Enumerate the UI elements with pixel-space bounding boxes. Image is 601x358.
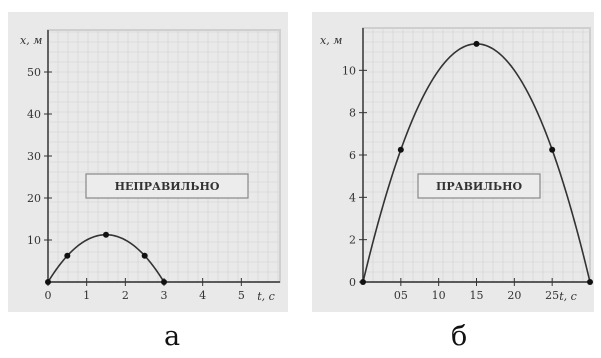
- data-point: [45, 279, 51, 285]
- chart-panel-b: 05 10 15 20 25 0 2 4 6 8 10 t, c x, м ПРАВИЛЬНО: [312, 12, 594, 312]
- panel-caption-a: а: [164, 321, 181, 352]
- grid: [362, 28, 590, 283]
- x-tick-label: 1: [83, 289, 90, 302]
- y-tick-label: 0: [349, 276, 356, 289]
- x-tick-label: 10: [432, 289, 446, 302]
- y-tick-label: 10: [342, 64, 356, 77]
- x-tick-label: 25: [545, 289, 559, 302]
- y-tick-label: 8: [349, 107, 356, 120]
- panel-caption-b: б: [451, 321, 468, 352]
- x-axis-label: t, c: [559, 290, 577, 303]
- data-point: [549, 146, 556, 153]
- x-tick-label: 0: [45, 289, 52, 302]
- x-tick-label: 15: [470, 289, 484, 302]
- y-axis-label: x, м: [320, 34, 342, 47]
- y-tick-label: 4: [349, 191, 356, 204]
- data-point: [397, 146, 404, 153]
- x-tick-label: 20: [507, 289, 521, 302]
- x-tick-label: 05: [394, 289, 408, 302]
- annotation-label: ПРАВИЛЬНО: [436, 180, 523, 193]
- x-axis-label: t, c: [257, 290, 275, 303]
- y-axis-label: x, м: [20, 34, 42, 47]
- y-tick-label: 40: [27, 108, 41, 121]
- data-point: [64, 252, 71, 259]
- y-tick-label: 2: [349, 234, 356, 247]
- x-tick-label: 4: [199, 289, 206, 302]
- y-tick-label: 50: [27, 66, 41, 79]
- x-tick-label: 3: [161, 289, 168, 302]
- data-point: [103, 231, 109, 238]
- data-point: [587, 279, 593, 285]
- annotation-label: НЕПРАВИЛЬНО: [115, 180, 220, 193]
- y-tick-label: 6: [349, 149, 356, 162]
- annotation-box: [85, 173, 249, 199]
- data-point: [161, 279, 167, 285]
- annotation-box: [417, 173, 541, 199]
- y-tick-label: 20: [27, 192, 41, 205]
- y-tick-label: 30: [27, 150, 41, 163]
- chart-panel-a: 0 1 2 3 4 5 10 20 30 40 50 t, c x, м НЕПРАВИЛЬНО: [8, 12, 288, 312]
- x-tick-label: 2: [122, 289, 129, 302]
- data-point: [360, 279, 366, 285]
- x-tick-label: 5: [238, 289, 245, 302]
- data-point: [141, 252, 148, 259]
- data-point: [473, 40, 480, 47]
- y-tick-label: 10: [27, 234, 41, 247]
